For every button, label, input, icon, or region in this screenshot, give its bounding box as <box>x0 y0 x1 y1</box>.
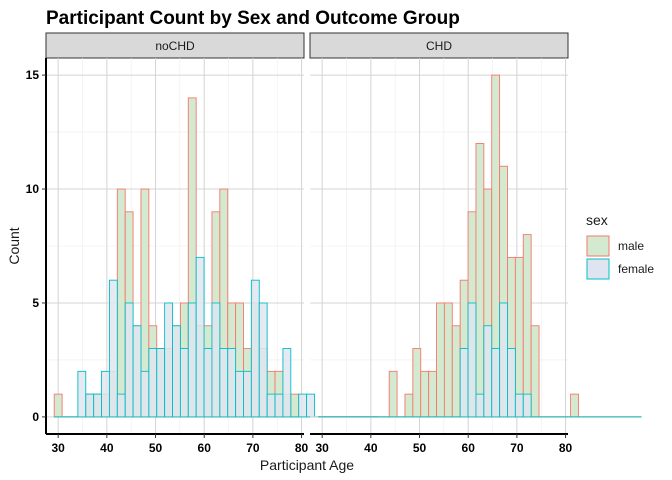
bar-noCHD-female-29 <box>282 348 292 418</box>
legend-label-female: female <box>618 262 654 276</box>
x-tick-label: 60 <box>198 441 212 455</box>
y-tick-label: 5 <box>32 296 39 310</box>
x-tick-label: 40 <box>364 441 378 455</box>
bar-CHD-male-9 <box>388 370 398 418</box>
facet-panel-noCHD: noCHD <box>45 32 378 434</box>
x-axis-title: Participant Age <box>260 457 354 473</box>
legend: sex male female <box>586 212 654 280</box>
bar-noCHD-female-25 <box>250 279 260 418</box>
bar-noCHD-female-19 <box>203 348 213 418</box>
y-tick-label: 15 <box>26 68 40 82</box>
bar-noCHD-female-6 <box>101 370 110 418</box>
bar-noCHD-female-5 <box>93 393 102 418</box>
bar-CHD-female-24 <box>507 348 516 418</box>
bar-noCHD-female-7 <box>108 279 118 418</box>
legend-key-female <box>586 258 610 280</box>
bar-noCHD-female-16 <box>179 348 189 418</box>
bar-CHD-male-12 <box>412 348 422 418</box>
bar-CHD-male-32 <box>570 393 579 418</box>
x-tick-label: 30 <box>51 441 65 455</box>
bar-CHD-female-23 <box>499 302 508 418</box>
x-tick-label: 50 <box>149 441 163 455</box>
bar-CHD-female-26 <box>522 393 532 418</box>
bar-noCHD-female-4 <box>85 393 95 418</box>
x-tick-label: 80 <box>559 441 573 455</box>
panel-bars-CHD <box>318 74 642 418</box>
bar-noCHD-female-32 <box>306 393 315 418</box>
legend-title: sex <box>586 212 608 228</box>
x-tick-label: 40 <box>100 441 114 455</box>
bar-noCHD-female-26 <box>258 302 268 418</box>
bar-CHD-male-27 <box>530 325 540 418</box>
x-tick-label: 70 <box>246 441 260 455</box>
bar-noCHD-female-14 <box>164 302 173 418</box>
facet-strip-CHD <box>309 32 569 59</box>
bar-noCHD-female-8 <box>116 393 126 418</box>
bar-noCHD-female-21 <box>219 348 229 418</box>
bar-noCHD-female-24 <box>243 370 252 418</box>
bar-noCHD-female-22 <box>227 348 237 418</box>
x-tick-label: 60 <box>462 441 476 455</box>
bar-CHD-female-18 <box>459 348 469 418</box>
y-tick-label: 0 <box>32 410 39 424</box>
bar-noCHD-female-17 <box>187 302 197 418</box>
facet-strip-label-CHD: CHD <box>426 39 452 53</box>
bar-CHD-male-20 <box>475 143 485 418</box>
bar-noCHD-female-15 <box>172 325 181 418</box>
axes: 30 40 50 60 70 80 30 40 50 60 70 80 0 5 10 15 <box>26 58 573 455</box>
panel-bars-noCHD <box>53 97 378 418</box>
bar-CHD-male-14 <box>428 370 437 418</box>
bar-noCHD-female-20 <box>211 302 221 418</box>
y-tick-label: 10 <box>26 182 40 196</box>
bar-noCHD-male-30 <box>290 393 300 418</box>
bar-noCHD-female-3 <box>77 370 87 418</box>
bar-noCHD-male-8 <box>116 188 126 418</box>
bar-CHD-female-25 <box>514 393 524 418</box>
bar-noCHD-female-23 <box>235 370 244 418</box>
bar-CHD-male-26 <box>522 234 532 418</box>
bar-CHD-female-19 <box>467 302 477 418</box>
x-tick-label: 70 <box>510 441 524 455</box>
bar-noCHD-female-11 <box>140 370 150 418</box>
bar-noCHD-female-31 <box>298 393 308 418</box>
bar-noCHD-female-9 <box>124 302 134 418</box>
bar-noCHD-male-0 <box>53 393 63 418</box>
bar-noCHD-female-27 <box>266 393 276 418</box>
bar-noCHD-female-10 <box>132 325 142 418</box>
bar-CHD-male-16 <box>443 302 453 418</box>
chart-title: Participant Count by Sex and Outcome Gro… <box>46 8 460 29</box>
bar-noCHD-female-13 <box>156 348 166 418</box>
x-tick-label: 30 <box>315 441 329 455</box>
facet-panel-CHD: CHD <box>309 32 642 434</box>
bar-CHD-male-11 <box>404 393 414 418</box>
legend-key-male <box>586 235 610 257</box>
bar-noCHD-female-12 <box>148 348 158 418</box>
y-axis-title: Count <box>6 227 22 264</box>
bar-CHD-female-22 <box>491 348 501 418</box>
bar-CHD-female-20 <box>475 393 485 418</box>
bar-CHD-male-17 <box>451 325 461 418</box>
bar-CHD-female-21 <box>483 325 493 418</box>
facet-strip-label-noCHD: noCHD <box>155 39 195 53</box>
bar-noCHD-female-18 <box>195 256 205 418</box>
x-tick-label: 80 <box>295 441 309 455</box>
legend-label-male: male <box>618 239 644 253</box>
x-tick-label: 50 <box>413 441 427 455</box>
bar-noCHD-female-28 <box>274 393 284 418</box>
facet-strip-noCHD <box>45 32 305 59</box>
bar-CHD-male-25 <box>514 256 524 418</box>
bar-CHD-male-13 <box>420 370 430 418</box>
bar-CHD-male-15 <box>436 302 445 418</box>
